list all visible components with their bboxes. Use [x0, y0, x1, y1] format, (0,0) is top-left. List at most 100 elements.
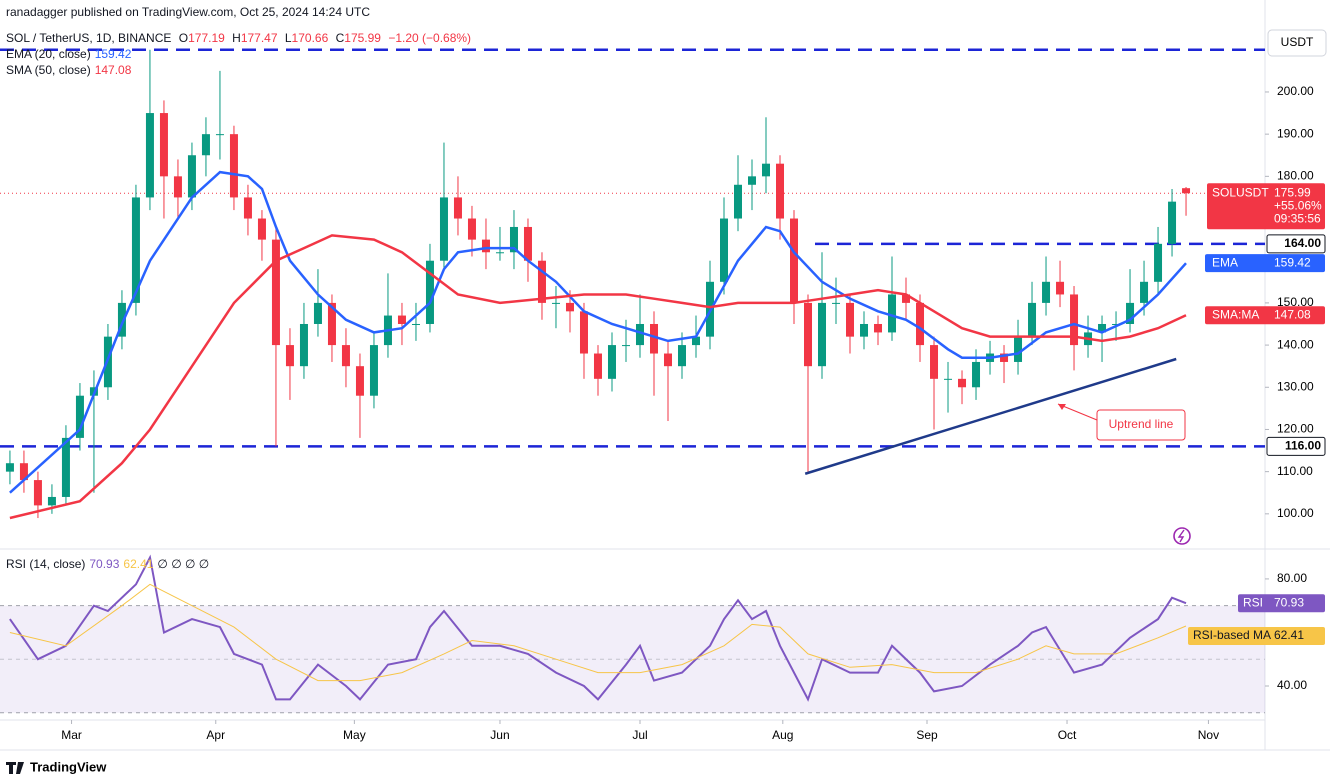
candle-body	[944, 378, 953, 380]
candle-body	[565, 302, 574, 312]
candle-body	[1168, 201, 1177, 244]
candle-body	[1056, 281, 1065, 295]
candle-body	[579, 311, 588, 354]
candle-body	[271, 239, 280, 346]
candle-body	[663, 353, 672, 367]
rsi-tag: RSI	[1243, 595, 1263, 609]
countdown: 09:35:56	[1274, 211, 1321, 225]
publisher: ranadagger published on TradingView.com,…	[6, 5, 371, 19]
level-label-box	[1266, 234, 1326, 254]
candle-body	[902, 294, 911, 303]
candle-body	[117, 302, 126, 337]
candle-body	[804, 302, 813, 367]
ohlc-letter: L	[284, 31, 292, 45]
candle-body	[1098, 323, 1107, 333]
candle-body	[677, 345, 686, 367]
candle-body	[439, 197, 448, 261]
candle-body	[215, 134, 224, 136]
candle-body	[19, 463, 28, 481]
candle-body	[607, 345, 616, 379]
ma-tag: EMA	[1212, 255, 1238, 269]
legend-name: EMA (20, close)	[6, 47, 91, 61]
alert-bolt	[1177, 529, 1185, 543]
candle-body	[523, 226, 532, 261]
candle-body	[860, 323, 869, 337]
y-tick-label: 180.00	[1277, 169, 1314, 183]
sma-legend: SMA (50, close) 147.08	[6, 63, 135, 77]
level-label-box	[1266, 436, 1326, 456]
ma-line	[9, 234, 1187, 520]
ma-line	[9, 170, 1187, 494]
symbol-legend: SOL / TetherUS, 1D, BINANCE O177.19 H177…	[6, 31, 475, 45]
candle-body	[1126, 302, 1135, 324]
candle-body	[1042, 281, 1051, 303]
change: −1.20 (−0.68%)	[388, 31, 472, 45]
x-tick-label: Jun	[490, 728, 509, 742]
candle-body	[1140, 281, 1149, 303]
rsi-extra: ∅ ∅ ∅ ∅	[157, 557, 210, 571]
ohlc-c: C175.99	[336, 31, 381, 45]
currency-button[interactable]	[1267, 29, 1327, 57]
y-tick-label: 140.00	[1277, 337, 1314, 351]
y-tick-label: 200.00	[1277, 84, 1314, 98]
currency: USDT	[1281, 35, 1314, 49]
ma-tag-box	[1205, 254, 1325, 273]
ohlc-l: L170.66	[285, 31, 328, 45]
y-tick-label: 120.00	[1277, 422, 1314, 436]
candle-body	[1014, 336, 1023, 362]
candle-body	[285, 345, 294, 367]
legend-name: SMA (50, close)	[6, 63, 91, 77]
candle-body	[762, 163, 771, 177]
y-tick-label: 130.00	[1277, 379, 1314, 393]
candle-body	[776, 163, 785, 219]
candle-body	[719, 218, 728, 282]
candle-body	[299, 323, 308, 367]
x-tick-label: Oct	[1058, 728, 1077, 742]
candle-body	[47, 496, 56, 506]
candle-body	[972, 361, 981, 388]
candle-body	[341, 345, 350, 367]
candle-body	[33, 480, 42, 506]
annotation-box	[1096, 409, 1186, 441]
rsi-tag-value: 70.93	[1274, 595, 1304, 609]
alert-icon[interactable]	[1173, 527, 1191, 545]
rsi-legend: RSI (14, close) 70.93 62.41 ∅ ∅ ∅ ∅	[6, 557, 213, 571]
legend-value: 159.42	[94, 47, 132, 61]
candle-body	[243, 197, 252, 219]
last-symbol: SOLUSDT	[1212, 185, 1269, 199]
y-tick-label: 100.00	[1277, 506, 1314, 520]
candle-body	[201, 134, 210, 156]
candle-body	[327, 302, 336, 346]
candle-body	[173, 176, 182, 198]
brand-logo	[6, 762, 24, 774]
last-change: +55.06%	[1274, 198, 1322, 212]
candle-body	[131, 197, 140, 303]
symbol: SOL / TetherUS, 1D, BINANCE	[6, 31, 172, 45]
legend-value: 70.93	[89, 557, 120, 571]
legend-value: 62.41	[123, 557, 154, 571]
ma-tag-value: 159.42	[1274, 255, 1311, 269]
candle-body	[61, 437, 70, 497]
candle-body	[691, 336, 700, 346]
candle-body	[481, 239, 490, 253]
candle-body	[397, 315, 406, 324]
candle-body	[1154, 243, 1163, 282]
x-tick-label: Apr	[206, 728, 225, 742]
ohlc-letter: O	[178, 31, 189, 45]
ma-tag: SMA:MA	[1212, 307, 1259, 321]
x-tick-label: Sep	[916, 728, 938, 742]
candle-body	[159, 113, 168, 177]
candle-body	[916, 302, 925, 346]
candle-body	[551, 302, 560, 304]
last-price: 175.99	[1274, 185, 1311, 199]
candle-body	[621, 345, 630, 347]
ma-tag-box	[1205, 306, 1325, 325]
candle-body	[467, 218, 476, 240]
candle-body	[1182, 188, 1191, 194]
candle-body	[888, 294, 897, 333]
rsi-tag-box	[1238, 594, 1325, 613]
candle-body	[1000, 353, 1009, 362]
x-tick-label: Nov	[1198, 728, 1219, 742]
